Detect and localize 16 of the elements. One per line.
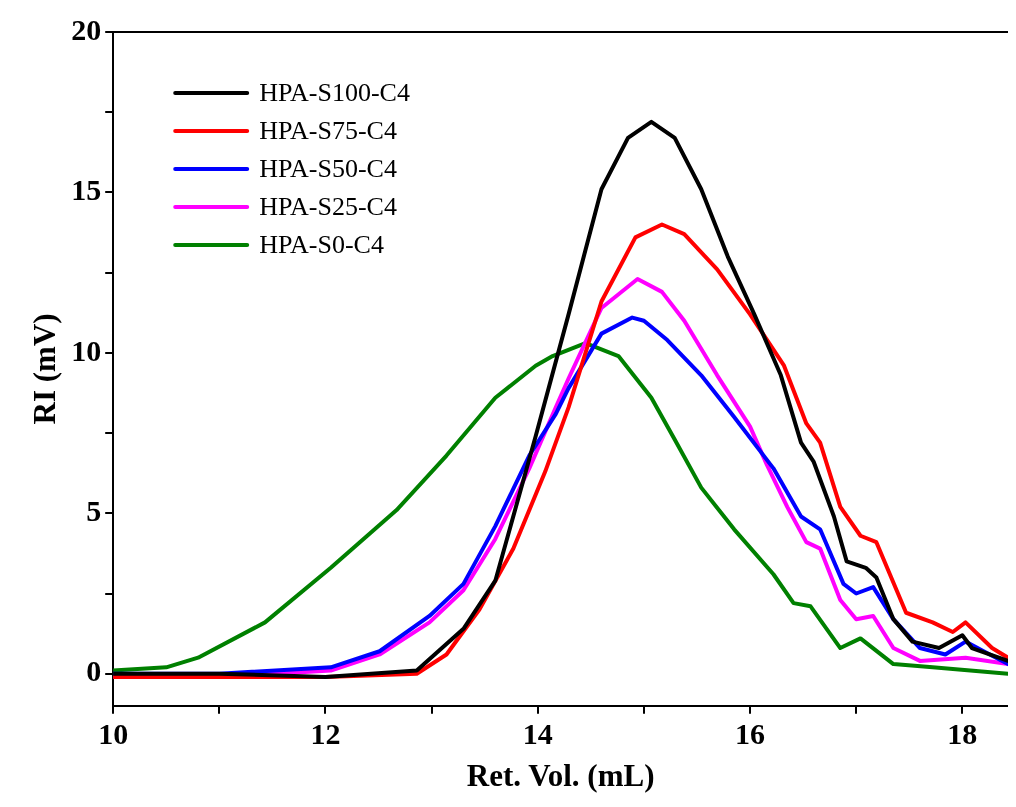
y-tick-label: 10 xyxy=(71,333,102,367)
legend-label: HPA-S100-C4 xyxy=(259,77,410,107)
x-tick-label: 14 xyxy=(522,716,553,750)
x-tick-label: 16 xyxy=(735,716,766,750)
x-axis-title: Ret. Vol. (mL) xyxy=(466,758,655,794)
legend-label: HPA-S50-C4 xyxy=(259,153,397,183)
legend-label: HPA-S0-C4 xyxy=(259,229,384,259)
y-tick-label: 15 xyxy=(71,173,102,207)
y-tick-label: 0 xyxy=(86,654,102,688)
legend-label: HPA-S75-C4 xyxy=(259,115,397,145)
y-tick-label: 20 xyxy=(71,12,102,46)
x-tick-label: 12 xyxy=(310,716,341,750)
x-tick-label: 18 xyxy=(947,716,978,750)
y-axis-title: RI (mV) xyxy=(26,313,62,425)
legend-label: HPA-S25-C4 xyxy=(259,191,397,221)
y-tick-label: 5 xyxy=(86,494,102,528)
